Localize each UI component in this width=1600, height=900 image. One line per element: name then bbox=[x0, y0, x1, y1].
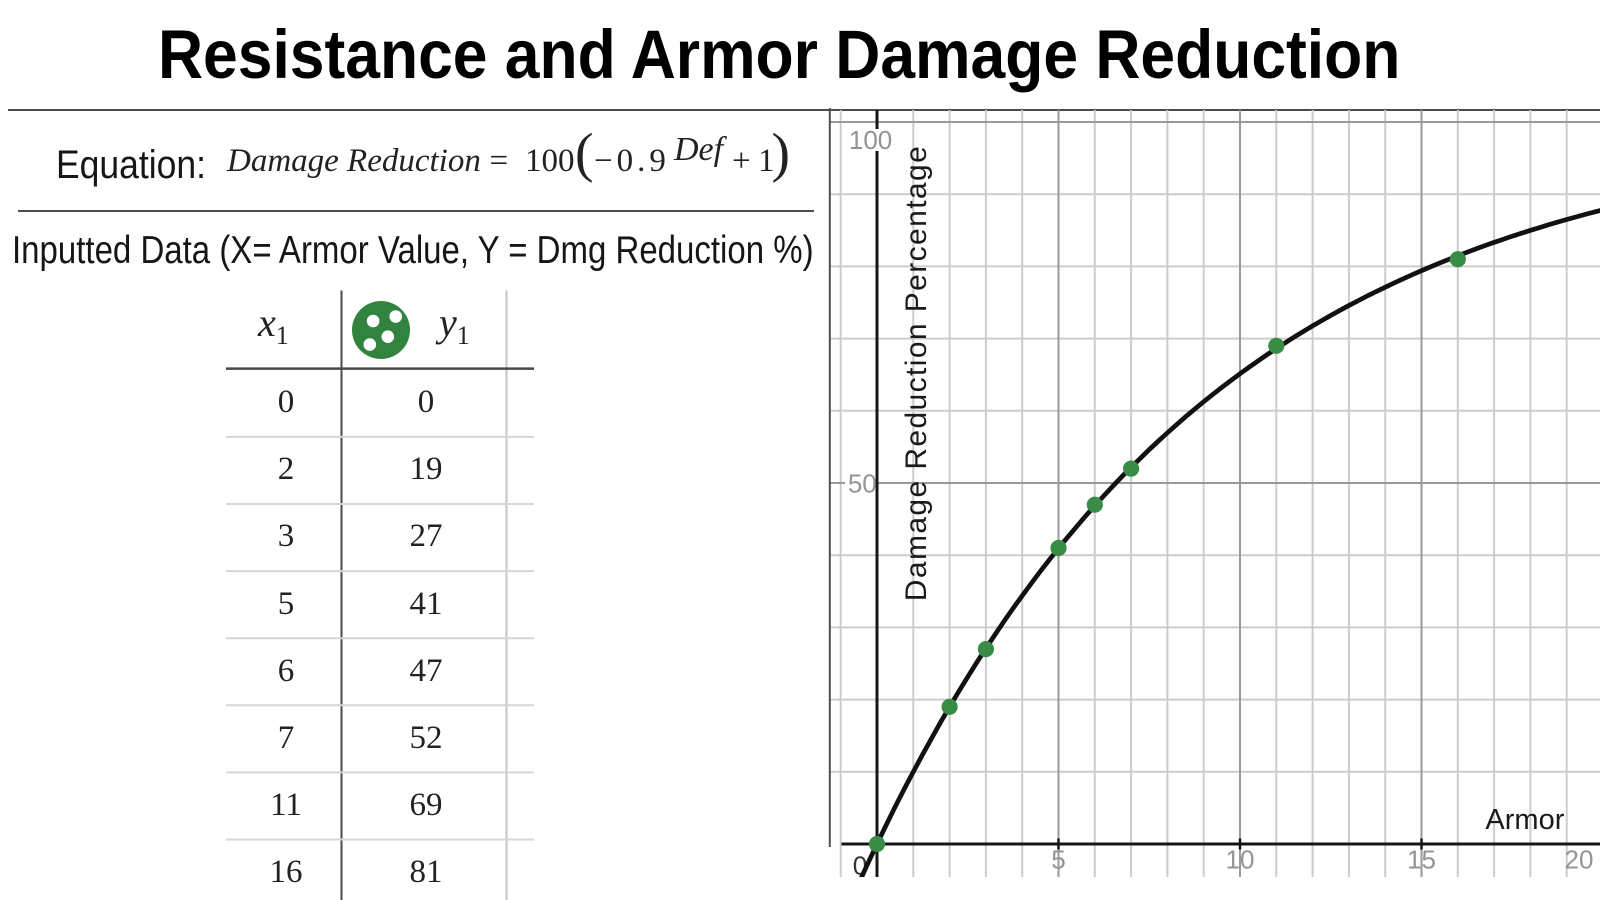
svg-text:10: 10 bbox=[1226, 845, 1255, 875]
svg-text:Armor: Armor bbox=[1485, 804, 1564, 836]
svg-text:15: 15 bbox=[1407, 845, 1436, 875]
svg-text:20: 20 bbox=[1565, 845, 1594, 875]
svg-text:100: 100 bbox=[849, 125, 892, 155]
svg-text:5: 5 bbox=[1051, 845, 1065, 875]
svg-text:Damage Reduction Percentage: Damage Reduction Percentage bbox=[900, 145, 933, 601]
svg-text:50: 50 bbox=[848, 468, 877, 498]
